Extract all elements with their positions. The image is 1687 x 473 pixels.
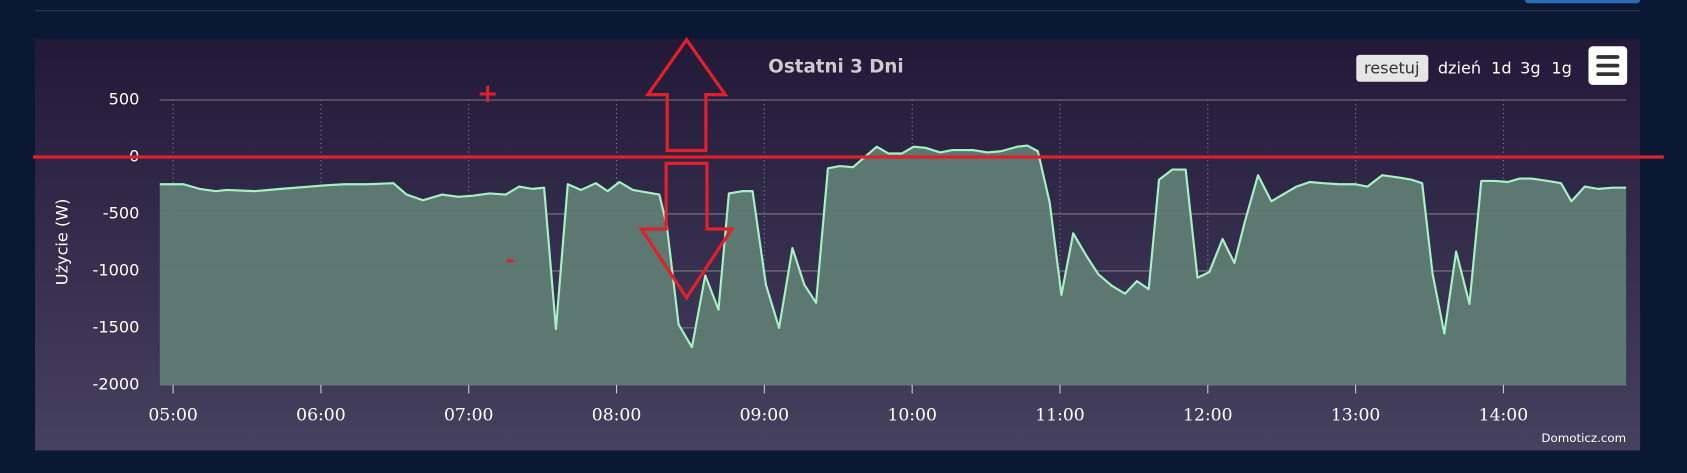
x-tick-label: 05:00 xyxy=(148,406,198,426)
y-axis-label: Użycie (W) xyxy=(53,199,72,286)
arrow-up xyxy=(644,36,729,153)
button-bg[interactable] xyxy=(1356,54,1429,82)
x-tick-label: 09:00 xyxy=(740,406,790,426)
annotation: + xyxy=(477,79,499,109)
y-tick-label: -1500 xyxy=(93,317,140,336)
x-tick-label: 12:00 xyxy=(1183,406,1233,426)
credit[interactable]: Domoticz.com xyxy=(1541,431,1626,445)
chart-title: Ostatni 3 Dni xyxy=(768,57,903,78)
y-tick-label: -1000 xyxy=(93,260,140,279)
labels: 5000-500-1000-1500-200005:0006:0007:0008… xyxy=(93,89,1529,425)
series-line xyxy=(159,144,1627,349)
x-tick-label: 07:00 xyxy=(444,406,494,426)
area-fill xyxy=(159,145,1627,385)
range-buttons: resetuj dzień 1d 3g 1g xyxy=(1356,54,1572,82)
x-tick-label: 06:00 xyxy=(296,406,346,426)
menu-icon xyxy=(1596,55,1620,77)
x-tick-label: 10:00 xyxy=(887,406,937,426)
range-button[interactable]: dzień xyxy=(1438,58,1481,77)
top-button[interactable] xyxy=(1525,0,1641,4)
x-tick-label: 14:00 xyxy=(1479,406,1529,426)
range-button[interactable]: 1g xyxy=(1551,58,1571,77)
range-button[interactable]: 3g xyxy=(1520,58,1540,77)
x-tick-label: 08:00 xyxy=(592,406,642,426)
annotation: - xyxy=(506,248,515,273)
y-tick-label: -2000 xyxy=(93,374,140,393)
arrow-down xyxy=(638,161,735,301)
plot xyxy=(159,144,1627,385)
range-button[interactable]: resetuj xyxy=(1364,58,1420,77)
x-tick-label: 13:00 xyxy=(1331,406,1381,426)
range-button[interactable]: 1d xyxy=(1491,58,1511,77)
y-tick-label: -500 xyxy=(103,203,140,222)
y-tick-label: 500 xyxy=(109,89,140,108)
x-tick-label: 11:00 xyxy=(1035,406,1085,426)
